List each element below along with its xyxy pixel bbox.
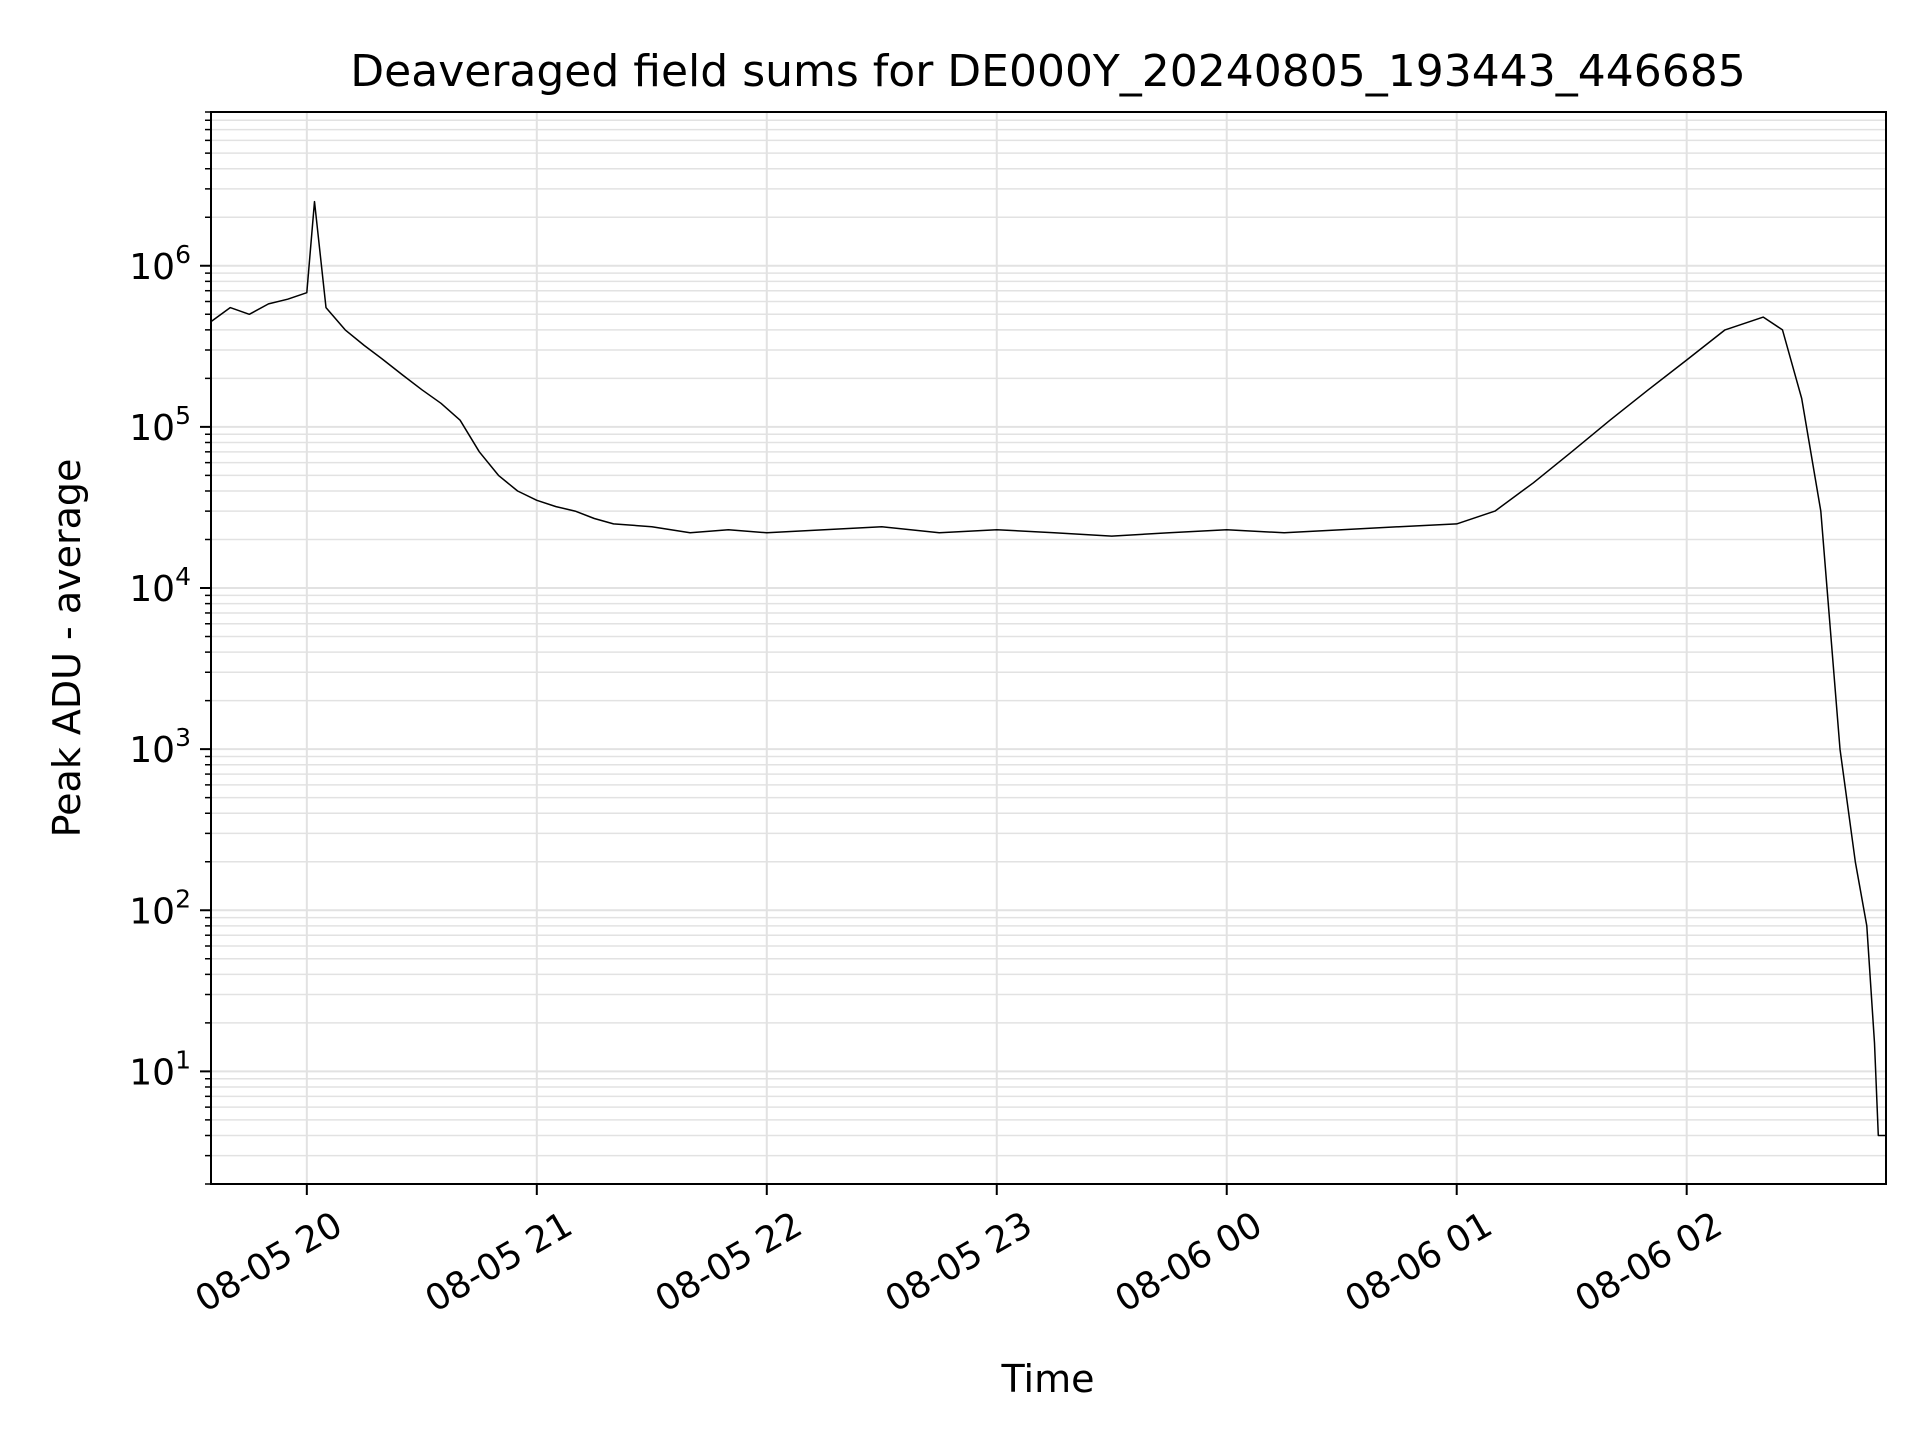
y-tick-label: 105 [129,401,191,449]
y-tick-label: 103 [129,723,191,771]
tick-marks [200,111,1688,1195]
series-line [210,200,1886,1137]
y-axis-label: Peak ADU - average [45,459,89,838]
chart-title: Deaveraged field sums for DE000Y_2024080… [350,46,1745,97]
major-gridlines [211,112,1886,1184]
minor-gridlines [211,111,1886,1185]
y-tick-label: 101 [129,1045,191,1093]
y-tick-label: 104 [129,562,191,610]
y-tick-labels: 101 102 103 104 105 106 [129,240,191,1094]
series-layer [210,200,1886,1137]
x-axis-label: Time [1001,1357,1095,1401]
y-tick-label: 102 [129,884,191,932]
y-tick-label: 106 [129,240,191,288]
plot-frame [210,111,1887,1185]
